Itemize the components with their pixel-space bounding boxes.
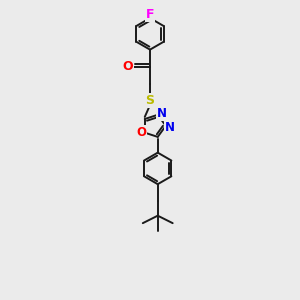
Text: O: O [136, 126, 146, 139]
Text: S: S [146, 94, 154, 107]
Text: N: N [164, 121, 175, 134]
Text: N: N [157, 107, 166, 121]
Text: O: O [123, 60, 133, 73]
Text: F: F [146, 8, 154, 21]
